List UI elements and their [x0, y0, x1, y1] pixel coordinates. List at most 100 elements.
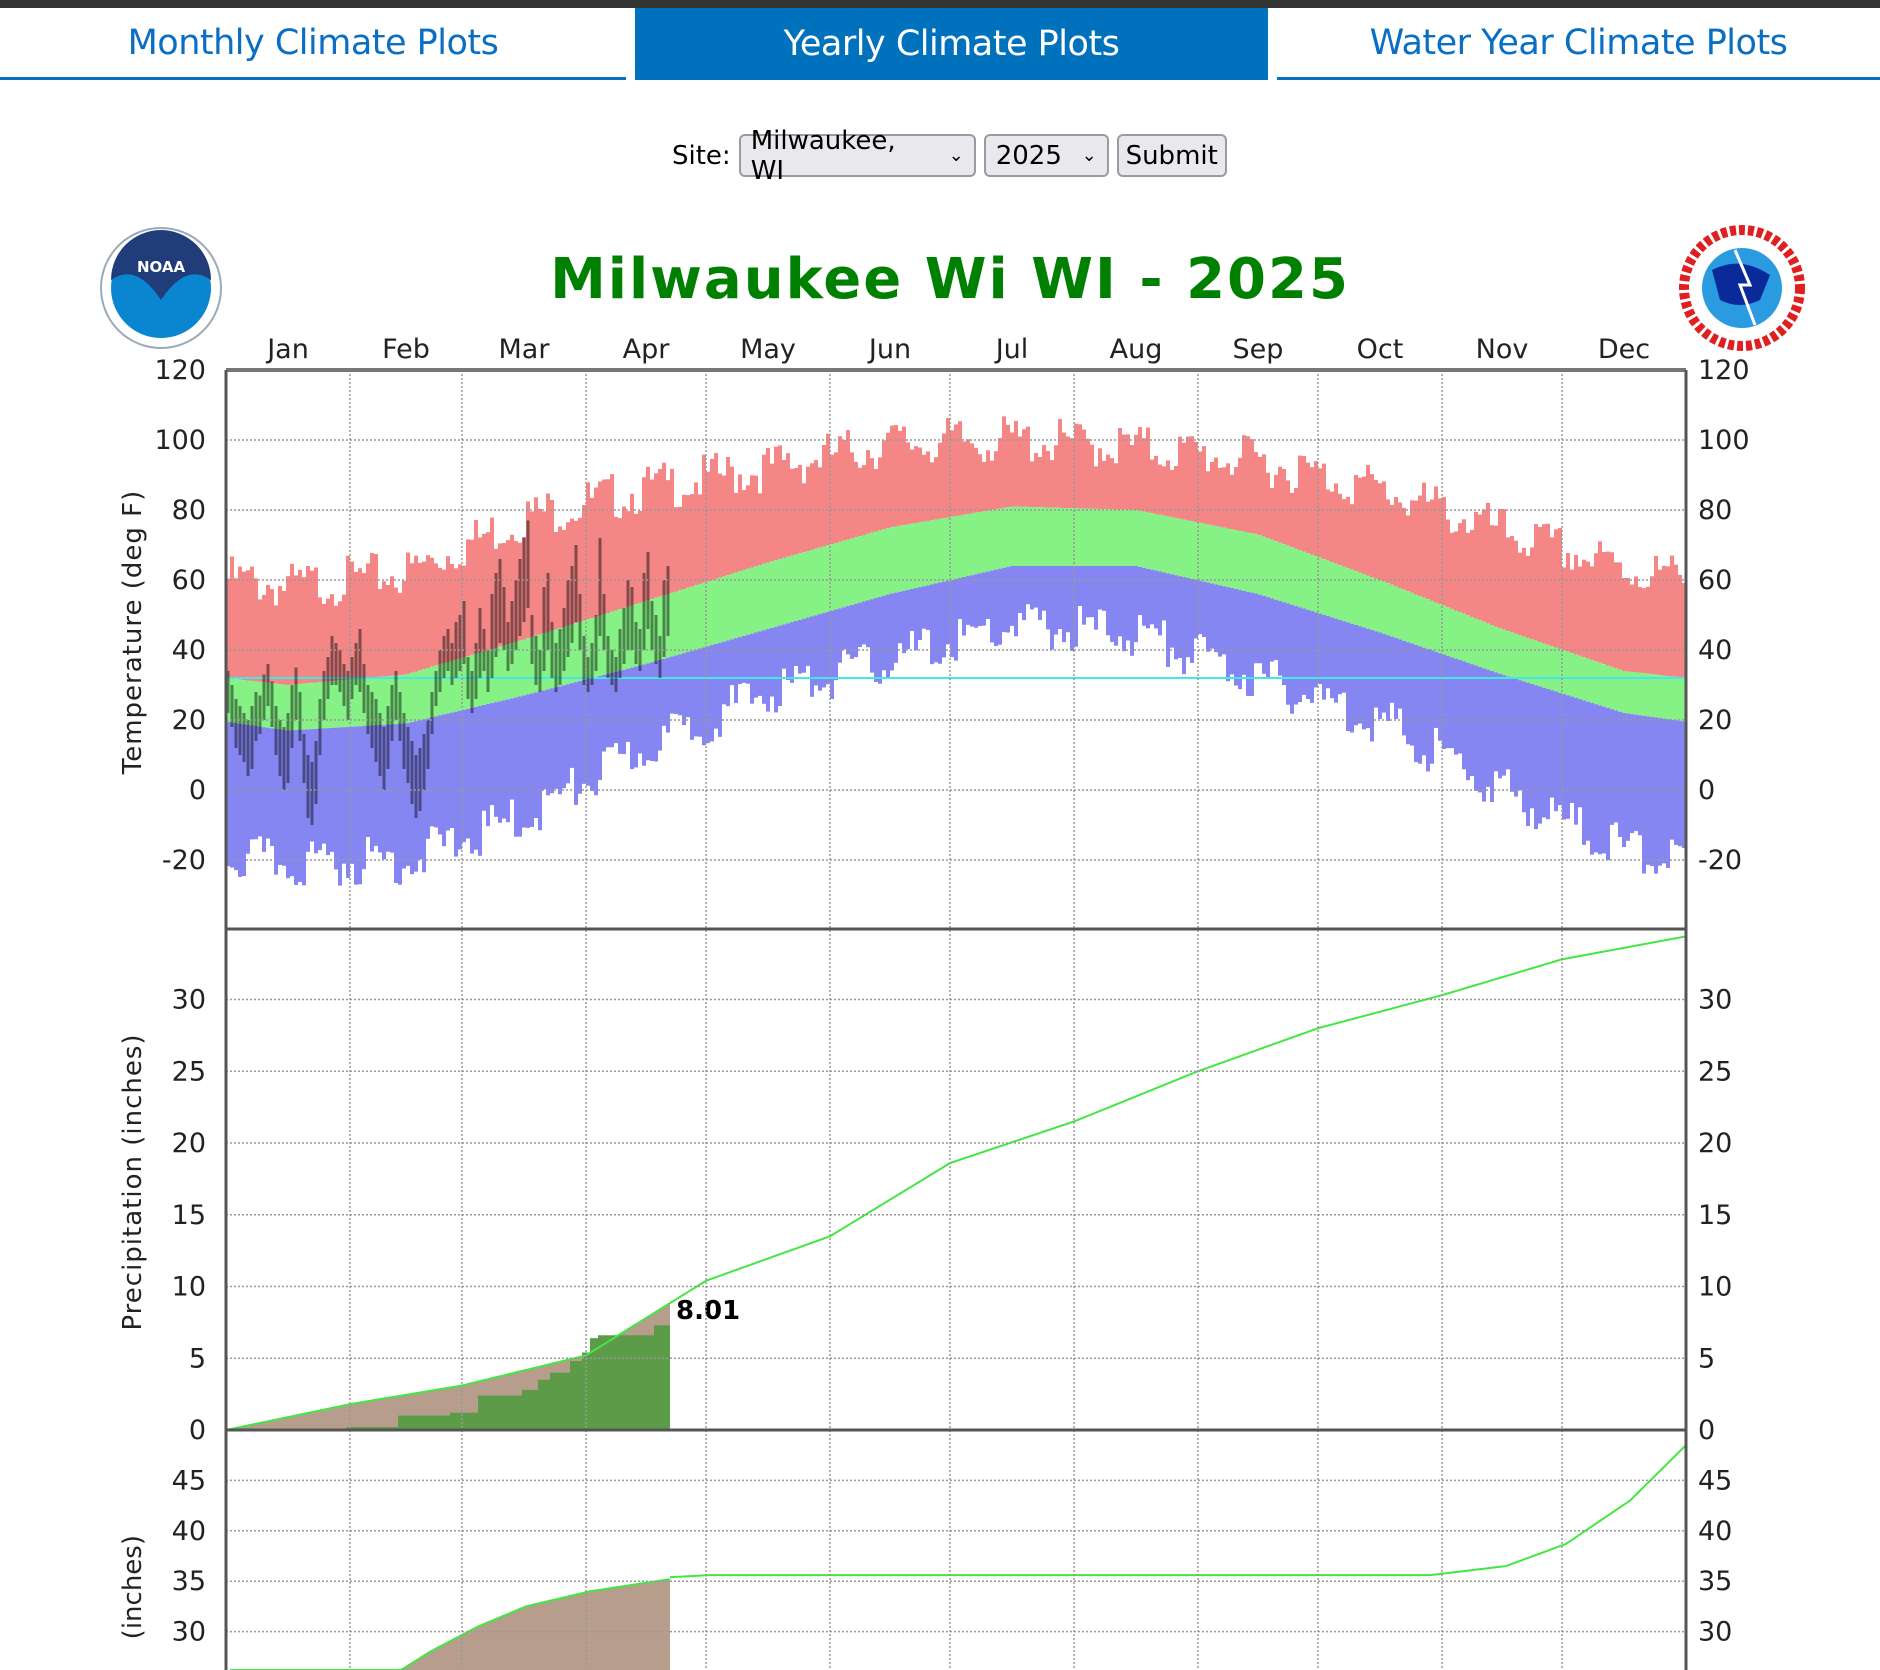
- record-high-bar: [342, 594, 346, 681]
- normal-range-bar: [806, 551, 810, 618]
- y-tick-label-right: 30: [1698, 985, 1732, 1016]
- normal-range-bar: [1206, 524, 1210, 583]
- year-select-value: 2025: [995, 140, 1062, 171]
- observed-temperature-bar: [650, 601, 654, 650]
- record-low-bar: [618, 670, 622, 754]
- tab-yearly-climate-plots[interactable]: Yearly Climate Plots: [635, 8, 1268, 80]
- observed-temperature-bar: [250, 706, 254, 769]
- record-high-bar: [546, 493, 550, 632]
- y-tick-label-right: 45: [1698, 1465, 1732, 1496]
- record-low-bar: [1142, 567, 1146, 626]
- normal-range-bar: [442, 663, 446, 715]
- observed-temperature-bar: [302, 734, 306, 783]
- record-high-bar: [226, 578, 230, 679]
- record-high-bar: [1034, 453, 1038, 508]
- normal-range-bar: [930, 520, 934, 585]
- observed-temperature-bar: [246, 720, 250, 776]
- observed-temperature-bar: [654, 615, 658, 664]
- normal-range-bar: [1102, 509, 1106, 566]
- y-tick-label-right: 40: [1698, 635, 1732, 666]
- normal-range-bar: [262, 682, 266, 728]
- record-high-bar: [1086, 438, 1090, 509]
- record-high-bar: [1586, 561, 1590, 659]
- normal-range-bar: [1046, 507, 1050, 566]
- normal-range-bar: [526, 638, 530, 695]
- normal-range-bar: [414, 671, 418, 722]
- observed-temperature-bar: [438, 650, 442, 692]
- observed-temperature-bar: [390, 685, 394, 741]
- record-low-bar: [322, 728, 326, 844]
- record-low-bar: [1178, 576, 1182, 658]
- site-select[interactable]: Milwaukee, WI ⌄: [738, 126, 976, 186]
- record-low-bar: [770, 627, 774, 697]
- observed-temperature-bar: [238, 706, 242, 755]
- record-high-bar: [1602, 552, 1606, 665]
- observed-temperature-bar: [342, 664, 346, 706]
- record-high-bar: [1582, 559, 1586, 658]
- record-high-bar: [1322, 463, 1326, 560]
- record-high-bar: [1254, 452, 1258, 535]
- year-select[interactable]: 2025 ⌄: [983, 134, 1109, 177]
- record-high-bar: [682, 494, 686, 590]
- record-low-bar: [314, 728, 318, 854]
- record-low-bar: [1410, 643, 1414, 746]
- normal-range-bar: [410, 672, 414, 723]
- record-low-bar: [670, 656, 674, 714]
- record-low-bar: [1570, 696, 1574, 803]
- normal-range-bar: [854, 537, 858, 604]
- record-high-bar: [1302, 456, 1306, 552]
- record-high-bar: [1202, 446, 1206, 524]
- normal-range-bar: [642, 601, 646, 665]
- record-high-bar: [318, 597, 322, 683]
- record-low-bar: [502, 700, 506, 819]
- record-high-bar: [598, 481, 602, 616]
- tab-monthly-climate-plots[interactable]: Monthly Climate Plots: [0, 8, 626, 80]
- record-low-bar: [294, 730, 298, 885]
- record-high-bar: [446, 556, 450, 663]
- record-high-bar: [1634, 576, 1638, 673]
- normal-range-bar: [242, 680, 246, 725]
- record-low-bar: [610, 672, 614, 748]
- record-low-bar: [1594, 704, 1598, 853]
- record-high-bar: [866, 450, 870, 534]
- record-high-bar: [1294, 488, 1298, 549]
- observed-temperature-bar: [626, 580, 630, 650]
- record-low-bar: [1586, 701, 1590, 841]
- y-tick-label-left: 40: [172, 1516, 206, 1547]
- record-high-bar: [1598, 541, 1602, 663]
- record-high-bar: [1054, 445, 1058, 508]
- normal-range-bar: [922, 521, 926, 587]
- record-high-bar: [1182, 442, 1186, 520]
- record-low-bar: [578, 681, 582, 794]
- normal-range-bar: [894, 526, 898, 593]
- record-high-bar: [1042, 445, 1046, 508]
- observed-temperature-bar: [230, 685, 234, 727]
- normal-range-bar: [1334, 563, 1338, 619]
- record-low-bar: [1166, 573, 1170, 667]
- record-high-bar: [1418, 495, 1422, 597]
- record-high-bar: [950, 430, 954, 517]
- record-high-bar: [302, 577, 306, 684]
- tab-water-year-climate-plots[interactable]: Water Year Climate Plots: [1277, 8, 1880, 80]
- normal-range-bar: [1126, 509, 1130, 566]
- record-high-bar: [1594, 553, 1598, 662]
- normal-range-bar: [1042, 507, 1046, 566]
- normal-range-bar: [1318, 557, 1322, 614]
- record-low-bar: [310, 729, 314, 842]
- record-low-bar: [738, 637, 742, 685]
- normal-range-bar: [362, 678, 366, 726]
- normal-range-bar: [230, 678, 234, 723]
- normal-range-bar: [654, 597, 658, 662]
- submit-button[interactable]: Submit: [1116, 134, 1227, 177]
- record-low-bar: [382, 724, 386, 860]
- y-tick-label-left: 30: [172, 1617, 206, 1648]
- observed-temperature-bar: [506, 622, 510, 671]
- record-low-bar: [1066, 566, 1070, 633]
- normal-range-bar: [1058, 507, 1062, 566]
- record-low-bar: [582, 680, 586, 784]
- normal-range-bar: [802, 552, 806, 619]
- normal-range-bar: [1674, 676, 1678, 721]
- record-high-bar: [634, 513, 638, 605]
- record-low-bar: [1230, 588, 1234, 675]
- record-high-bar: [1610, 552, 1614, 667]
